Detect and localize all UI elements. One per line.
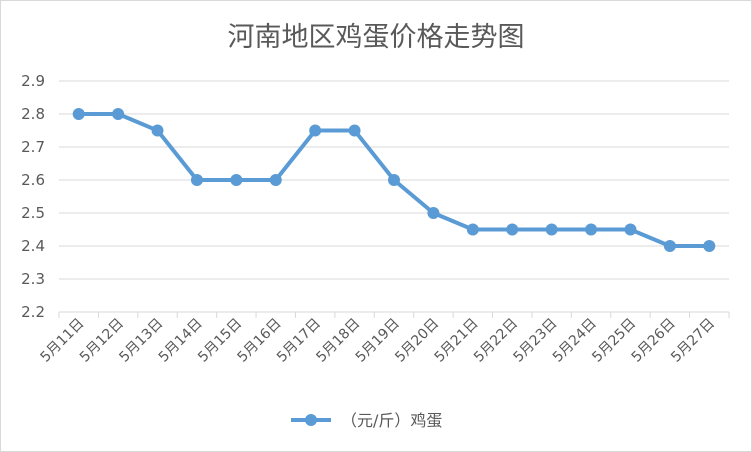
y-tick-label: 2.3 — [21, 270, 45, 288]
data-point — [663, 240, 676, 252]
series-layer — [72, 108, 716, 252]
data-point — [427, 207, 440, 219]
data-point — [506, 223, 519, 236]
data-point — [624, 223, 637, 236]
y-tick-label: 2.9 — [21, 72, 45, 90]
y-tick-label: 2.6 — [21, 171, 45, 189]
y-tick-label: 2.8 — [21, 105, 45, 123]
data-point — [545, 223, 558, 236]
data-point — [72, 108, 85, 120]
legend-marker-swatch — [305, 414, 317, 426]
data-point — [703, 240, 716, 252]
y-tick-label: 2.4 — [21, 237, 45, 255]
data-point — [309, 124, 322, 137]
data-point — [269, 174, 282, 186]
data-point — [230, 174, 243, 186]
data-point — [112, 108, 125, 120]
x-axis: 5月11日5月12日5月13日5月14日5月15日5月16日5月17日5月18日… — [38, 311, 730, 366]
legend-label: （元/斤）鸡蛋 — [341, 411, 442, 430]
y-tick-label: 2.7 — [21, 138, 45, 156]
data-point — [585, 223, 598, 236]
data-point — [151, 124, 164, 137]
chart-title: 河南地区鸡蛋价格走势图 — [228, 22, 525, 53]
data-point — [348, 124, 361, 137]
legend: （元/斤）鸡蛋 — [291, 411, 442, 430]
y-tick-label: 2.2 — [21, 303, 45, 321]
x-tick-label: 5月27日 — [668, 316, 718, 366]
data-point — [388, 174, 400, 186]
data-point — [190, 174, 203, 186]
y-axis: 2.2 2.3 2.4 2.5 2.6 2.7 2.8 2.9 — [21, 72, 45, 321]
y-tick-label: 2.5 — [21, 204, 45, 222]
data-point — [466, 223, 479, 236]
grid-lines — [59, 80, 729, 313]
